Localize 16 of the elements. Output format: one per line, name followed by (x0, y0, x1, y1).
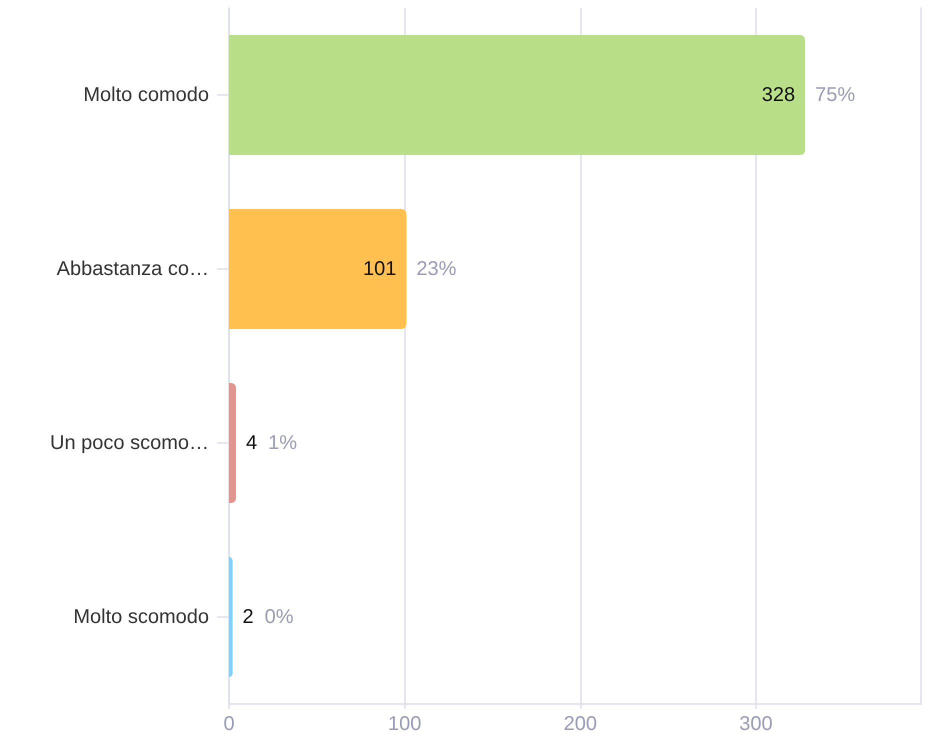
bar (229, 208, 406, 330)
data-label: 328 75% (762, 84, 856, 106)
data-label: 2 0% (242, 606, 294, 628)
y-tick-label: Un poco scomo… (50, 432, 209, 454)
x-tick-label: 300 (739, 713, 773, 735)
x-tick-label: 0 (223, 713, 235, 735)
data-label: 101 23% (363, 258, 457, 280)
y-tick-label: Abbastanza co… (56, 258, 209, 280)
x-tick-label: 200 (564, 713, 597, 735)
data-label: 4 1% (246, 432, 298, 454)
y-tick-label: Molto scomodo (73, 606, 209, 628)
bar (229, 34, 806, 156)
bar (229, 556, 233, 678)
bar (229, 382, 236, 504)
x-tick-label: 100 (388, 713, 422, 735)
y-tick-label: Molto comodo (83, 84, 209, 106)
